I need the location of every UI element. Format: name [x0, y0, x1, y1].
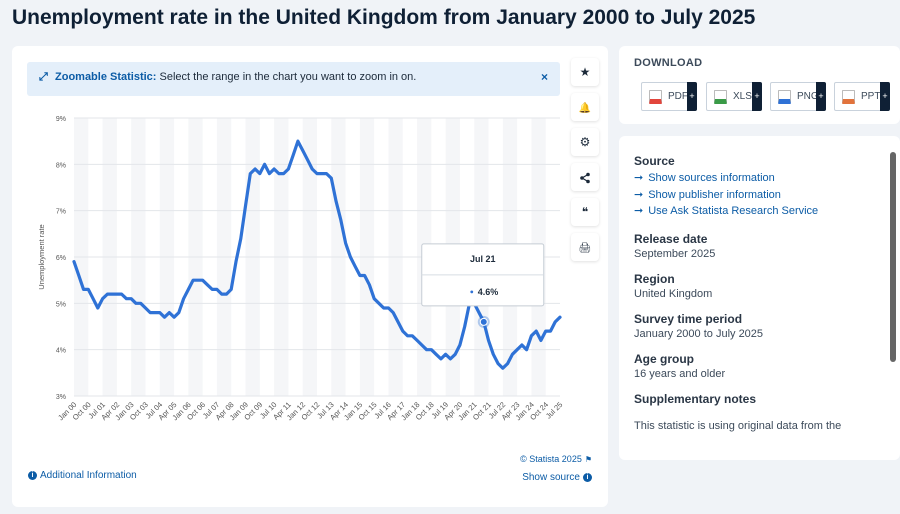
flag-icon: ⚑ [584, 455, 592, 464]
tooltip-value: 4.6% [478, 287, 499, 297]
png-file-icon [778, 90, 791, 104]
download-png-button[interactable]: PNG + [770, 82, 826, 111]
download-ppt-button[interactable]: PPT + [834, 82, 890, 111]
release-date-value: September 2025 [634, 247, 716, 260]
plus-icon: + [816, 82, 826, 111]
show-source-link[interactable]: Show source i [522, 472, 592, 483]
age-group-heading: Age group [634, 351, 694, 366]
pdf-file-icon [649, 90, 662, 104]
age-group-value: 16 years and older [634, 367, 726, 380]
chart-card: ⤢ Zoomable Statistic: Select the range i… [12, 46, 608, 507]
region-value: United Kingdom [634, 287, 713, 300]
y-tick-label: 7% [56, 209, 66, 216]
zoom-expand-icon: ⤢ [39, 71, 48, 83]
show-publisher-link[interactable]: ➞ Show publisher information [634, 187, 884, 204]
supplementary-notes-heading: Supplementary notes [634, 391, 757, 406]
arrow-right-icon: ➞ [634, 188, 644, 201]
ask-statista-link[interactable]: ➞ Use Ask Statista Research Service [634, 203, 884, 220]
download-xls-button[interactable]: XLS + [706, 82, 762, 111]
notification-button[interactable]: 🔔 [571, 93, 599, 121]
zoom-banner-text: Select the range in the chart you want t… [159, 71, 417, 83]
tooltip-date: Jul 21 [470, 254, 496, 264]
show-sources-label: Show sources information [648, 172, 775, 184]
y-axis-title: Unemployment rate [37, 224, 46, 289]
tooltip-marker [470, 290, 474, 294]
supplementary-notes-text: This statistic is using original data fr… [634, 419, 842, 432]
zoom-banner: ⤢ Zoomable Statistic: Select the range i… [27, 62, 560, 96]
settings-button[interactable]: ⚙ [571, 128, 599, 156]
credit-text: © Statista 2025 [520, 454, 582, 464]
show-source-label: Show source [522, 472, 580, 483]
xls-file-icon [714, 90, 727, 104]
download-ppt-label: PPT [861, 91, 881, 102]
download-png-label: PNG [797, 91, 819, 102]
quote-icon: ❝ [581, 205, 589, 219]
source-info-card: Source ➞ Show sources information ➞ Show p… [619, 136, 900, 460]
info-scrollbar[interactable] [890, 152, 896, 362]
bell-icon: 🔔 [578, 103, 592, 114]
plus-icon: + [687, 82, 697, 111]
share-icon [580, 172, 590, 183]
favorite-button[interactable]: ★ [571, 58, 599, 86]
release-date-heading: Release date [634, 231, 708, 246]
arrow-right-icon: ➞ [634, 205, 644, 217]
show-publisher-label: Show publisher information [648, 188, 781, 201]
y-tick-label: 8% [56, 162, 66, 169]
series-line [72, 139, 562, 370]
y-tick-label: 4% [56, 348, 66, 355]
arrow-right-icon: ➞ [634, 172, 644, 184]
info-icon: i [28, 470, 37, 480]
y-tick-label: 9% [56, 116, 66, 123]
download-title: DOWNLOAD [634, 57, 703, 69]
cite-button[interactable]: ❝ [571, 198, 599, 226]
download-xls-label: XLS [733, 91, 752, 102]
download-card: DOWNLOAD PDF + XLS + PNG + PPT + [619, 46, 900, 124]
zoom-banner-label: Zoomable Statistic: [55, 71, 157, 83]
statista-credit[interactable]: © Statista 2025 ⚑ [520, 454, 592, 464]
show-sources-link[interactable]: ➞ Show sources information [634, 170, 884, 187]
print-button[interactable]: 🖨 [571, 233, 599, 261]
page-title: Unemployment rate in the United Kingdom … [12, 6, 756, 29]
additional-info-link[interactable]: i Additional Information [28, 470, 137, 481]
ppt-file-icon [842, 90, 855, 104]
download-pdf-button[interactable]: PDF + [641, 82, 697, 111]
x-tick-label: Jul 25 [544, 400, 565, 421]
y-tick-label: 3% [56, 394, 66, 401]
plus-icon: + [752, 82, 762, 111]
star-icon: ★ [579, 65, 591, 79]
y-tick-label: 5% [56, 301, 66, 308]
highlight-point [479, 317, 488, 326]
printer-icon: 🖨 [578, 243, 592, 254]
close-icon[interactable]: × [540, 70, 548, 84]
survey-period-value: January 2000 to July 2025 [634, 327, 764, 340]
info-icon: i [583, 472, 592, 482]
share-button[interactable] [571, 163, 599, 191]
ask-statista-label: Use Ask Statista Research Service [648, 205, 819, 217]
additional-info-label: Additional Information [40, 470, 137, 481]
y-tick-label: 6% [56, 255, 66, 262]
plus-icon: + [880, 82, 890, 111]
source-heading: Source [634, 154, 675, 168]
gear-icon: ⚙ [579, 135, 591, 149]
download-pdf-label: PDF [668, 91, 688, 102]
survey-period-heading: Survey time period [634, 311, 743, 326]
region-heading: Region [634, 271, 675, 286]
